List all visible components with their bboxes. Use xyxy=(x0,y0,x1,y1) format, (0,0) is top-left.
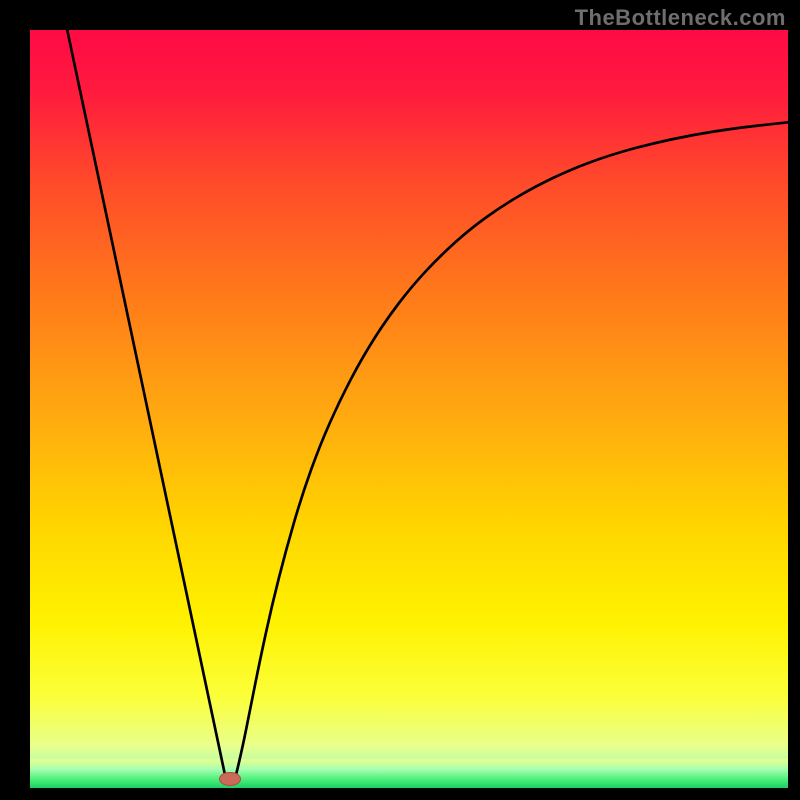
source-watermark: TheBottleneck.com xyxy=(575,5,786,31)
optimal-point-marker xyxy=(219,772,241,786)
plot-area xyxy=(30,30,788,788)
optimal-zone-band xyxy=(30,759,788,788)
heatmap-gradient-background xyxy=(30,30,788,788)
